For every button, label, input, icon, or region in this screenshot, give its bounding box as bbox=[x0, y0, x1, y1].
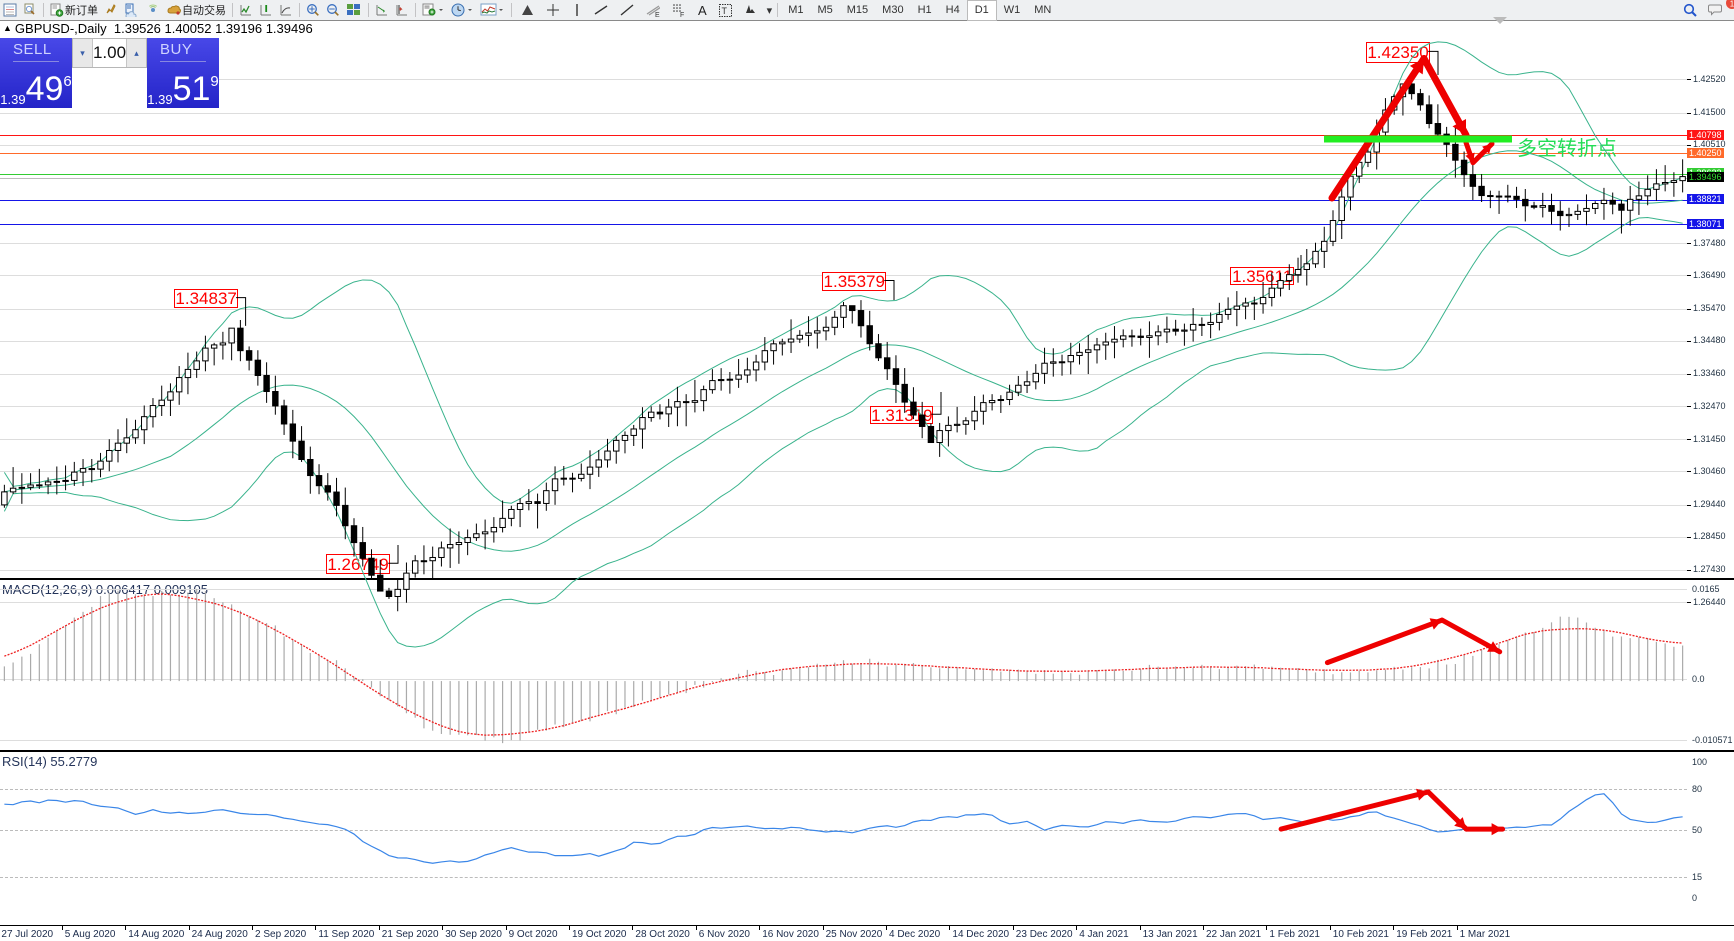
svg-text:F: F bbox=[680, 12, 684, 17]
svg-text:T: T bbox=[721, 6, 727, 16]
svg-text:1: 1 bbox=[1730, 0, 1734, 9]
svg-text:E: E bbox=[655, 12, 660, 17]
